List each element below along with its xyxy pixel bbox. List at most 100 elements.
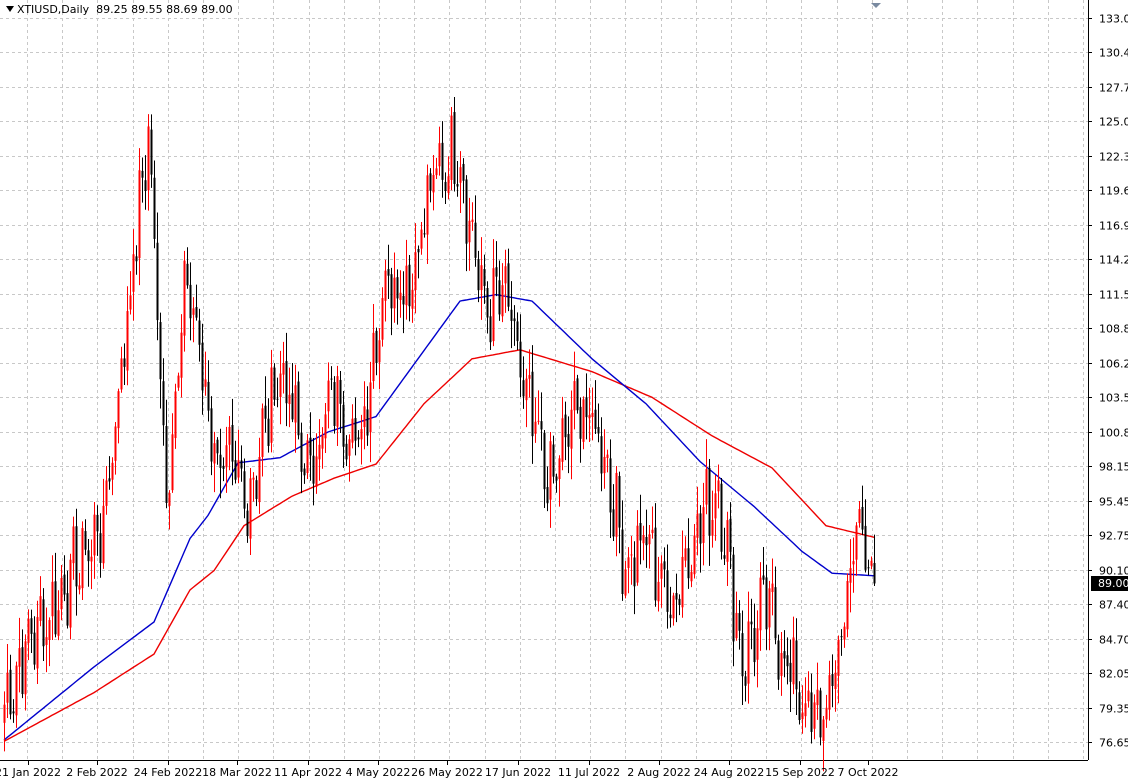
- candle: [453, 96, 456, 192]
- candle-body: [318, 444, 321, 460]
- candle: [843, 622, 846, 648]
- candle: [738, 600, 741, 650]
- candle: [348, 434, 351, 482]
- candle-body: [372, 332, 375, 382]
- candle: [120, 346, 123, 393]
- candle: [57, 590, 60, 641]
- candle: [141, 157, 144, 203]
- candle-body: [447, 176, 450, 193]
- candle: [795, 618, 798, 715]
- candle-body: [45, 637, 48, 645]
- candle: [282, 341, 285, 394]
- candle-body: [645, 537, 648, 546]
- y-tick-label: 130.40: [1099, 47, 1128, 60]
- candle: [195, 284, 198, 321]
- candle: [681, 530, 684, 618]
- candle-body: [276, 398, 279, 400]
- candle: [174, 383, 177, 449]
- candle-body: [762, 575, 765, 580]
- candle-body: [696, 513, 699, 538]
- candle-body: [519, 341, 522, 378]
- candle: [837, 635, 840, 704]
- candle: [51, 555, 54, 641]
- candle: [726, 511, 729, 587]
- candle: [312, 438, 315, 506]
- candle: [54, 552, 57, 638]
- y-tick-label: 98.15: [1099, 461, 1128, 474]
- candle: [129, 271, 132, 315]
- candle-body: [150, 129, 153, 175]
- candle-body: [678, 598, 681, 605]
- candle: [297, 371, 300, 440]
- candle: [543, 430, 546, 509]
- candle-body: [651, 529, 654, 534]
- candle-body: [192, 308, 195, 315]
- caret-down-icon[interactable]: [6, 6, 14, 12]
- candle: [270, 349, 273, 453]
- candle-body: [570, 409, 573, 449]
- candle-body: [858, 509, 861, 524]
- candle-body: [756, 628, 759, 660]
- y-tick-label: 125.00: [1099, 116, 1128, 129]
- x-tick-label: 4 May 2022: [346, 766, 411, 779]
- candle: [183, 250, 186, 352]
- candle: [90, 539, 93, 590]
- candle-body: [663, 561, 666, 570]
- chart-shift-marker-icon[interactable]: [871, 3, 881, 8]
- candle-body: [102, 505, 105, 564]
- candle-body: [207, 381, 210, 411]
- candle: [6, 643, 9, 718]
- candle-body: [735, 612, 738, 639]
- candle-body: [327, 380, 330, 412]
- candle: [96, 505, 99, 556]
- candle-body: [822, 719, 825, 741]
- candle-body: [564, 414, 567, 438]
- candle: [279, 350, 282, 425]
- candle: [582, 396, 585, 450]
- candle-body: [78, 585, 81, 590]
- candle: [699, 505, 702, 573]
- candle-body: [84, 531, 87, 550]
- candle: [309, 412, 312, 481]
- candle: [318, 419, 321, 481]
- candle-body: [222, 465, 225, 469]
- candle: [108, 456, 111, 490]
- candle-body: [558, 458, 561, 480]
- y-tick-label: 95.45: [1099, 496, 1128, 509]
- candle-body: [702, 507, 705, 543]
- candle-body: [15, 665, 18, 716]
- candle: [759, 562, 762, 651]
- candle-body: [690, 571, 693, 582]
- candle-body: [630, 554, 633, 556]
- candle: [252, 472, 255, 502]
- candle: [549, 431, 552, 528]
- candle-body: [384, 270, 387, 301]
- candle: [30, 609, 33, 654]
- candle-body: [129, 295, 132, 310]
- candle: [255, 475, 258, 507]
- candle-body: [612, 509, 615, 537]
- candle: [774, 566, 777, 645]
- y-tick-label: 90.10: [1099, 565, 1128, 578]
- candle: [663, 547, 666, 588]
- candle-body: [792, 637, 795, 685]
- candle-body: [162, 381, 165, 426]
- candle: [525, 368, 528, 428]
- candle: [573, 351, 576, 430]
- candle: [339, 370, 342, 434]
- candle: [567, 416, 570, 474]
- candle: [585, 373, 588, 440]
- candle: [753, 603, 756, 677]
- candle: [351, 404, 354, 449]
- candle: [627, 547, 630, 594]
- candle-body: [117, 391, 120, 429]
- candle: [684, 536, 687, 568]
- candle-body: [393, 277, 396, 309]
- candle-body: [588, 415, 591, 419]
- candle-body: [576, 378, 579, 411]
- candle-body: [273, 367, 276, 400]
- candle-body: [108, 478, 111, 482]
- x-tick-label: 11 Apr 2022: [274, 766, 342, 779]
